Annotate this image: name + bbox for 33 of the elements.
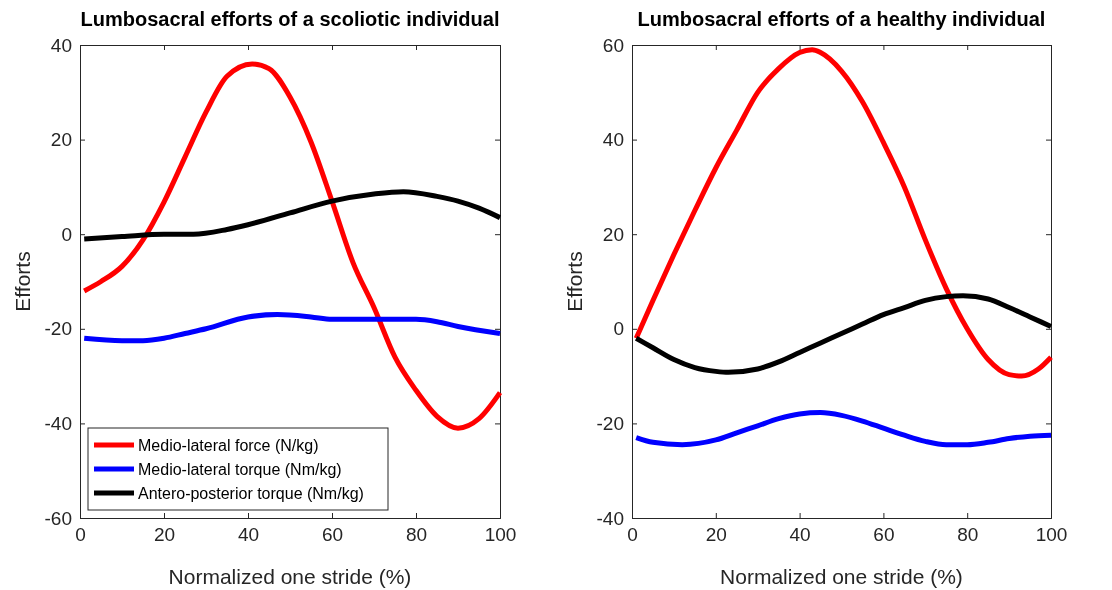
y-tick-label: 0 <box>61 223 72 245</box>
y-tick-label: -40 <box>44 412 72 434</box>
legend-label: Antero-posterior torque (Nm/kg) <box>138 485 364 502</box>
y-tick-label: 40 <box>602 129 624 151</box>
y-axis-title: Efforts <box>11 251 34 312</box>
x-tick-label: 0 <box>627 524 638 546</box>
x-tick-label: 80 <box>405 524 428 546</box>
x-tick-label: 60 <box>321 524 344 546</box>
x-tick-label: 40 <box>789 524 811 546</box>
y-tick-label: 0 <box>613 318 624 340</box>
y-tick-label: -60 <box>44 507 72 529</box>
x-tick-label: 20 <box>153 524 176 546</box>
x-tick-label: 40 <box>237 524 260 546</box>
x-tick-label: 100 <box>1035 524 1068 546</box>
y-axis-title: Efforts <box>563 251 586 312</box>
chart-title: Lumbosacral efforts of a scoliotic individual <box>80 8 500 30</box>
x-tick-label: 0 <box>75 524 86 546</box>
x-tick-label: 100 <box>484 524 517 546</box>
x-axis-title: Normalized one stride (%) <box>168 565 412 588</box>
x-tick-label: 80 <box>957 524 979 546</box>
y-tick-label: 20 <box>50 129 72 151</box>
x-tick-label: 60 <box>873 524 895 546</box>
legend-label: Medio-lateral torque (Nm/kg) <box>138 461 342 478</box>
y-tick-label: -20 <box>596 412 624 434</box>
y-tick-label: 20 <box>602 223 624 245</box>
legend-label: Medio-lateral force (N/kg) <box>138 437 319 454</box>
y-tick-label: 40 <box>50 34 72 56</box>
y-tick-label: -40 <box>596 507 624 529</box>
chart-title: Lumbosacral efforts of a healthy individual <box>637 8 1046 30</box>
y-tick-label: -20 <box>44 318 72 340</box>
x-axis-title: Normalized one stride (%) <box>720 565 963 588</box>
y-tick-label: 60 <box>602 34 624 56</box>
x-tick-label: 20 <box>705 524 727 546</box>
